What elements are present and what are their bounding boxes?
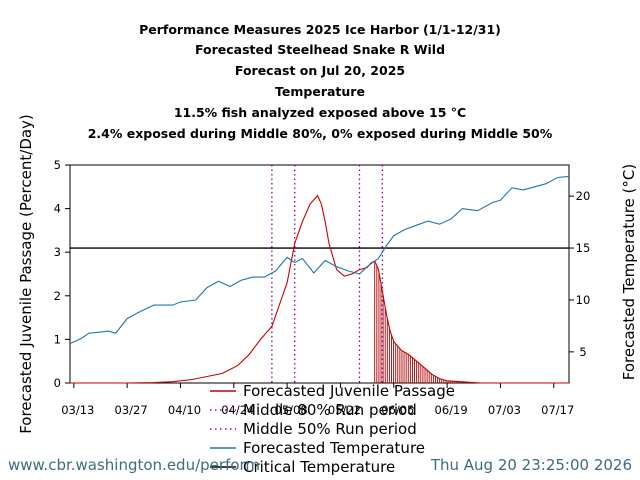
plot-frame [69,164,570,384]
chart-subtitle-middle-exposure: 2.4% exposed during Middle 80%, 0% expos… [87,126,553,141]
x-tick-label: 06/05 [381,403,414,417]
chart-subtitle-measure: Temperature [275,84,365,99]
y-axis-label: Forecasted Juvenile Passage (Percent/Day… [17,114,35,434]
footer-timestamp: Thu Aug 20 23:25:00 2026 [430,456,632,474]
x-tick-label: 04/10 [168,403,201,417]
passage-line [70,194,569,384]
x-tick-label: 07/17 [541,403,574,417]
y2-axis-label: Forecasted Temperature (°C) [620,164,638,380]
legend-temperature-label: Forecasted Temperature [243,439,425,457]
chart-subtitle-forecast-date: Forecast on Jul 20, 2025 [234,63,406,78]
legend-middle-80-label: Middle 80% Run period [243,401,417,419]
legend-passage-label: Forecasted Juvenile Passage [243,382,455,400]
chart-title: Performance Measures 2025 Ice Harbor (1/… [139,22,501,37]
y2-tick-label: 15 [576,241,591,255]
footer-url[interactable]: www.cbr.washington.edu/perform [8,456,261,474]
x-tick-label: 05/08 [275,403,308,417]
temperature-line [69,175,570,345]
x-tick-label: 03/13 [61,403,94,417]
x-tick-label: 07/03 [488,403,521,417]
y2-tick-label: 5 [579,345,586,359]
y-tick-label: 0 [54,376,61,390]
y-tick-label: 1 [54,332,61,346]
y2-tick-label: 10 [576,293,591,307]
legend-critical-temperature-label: Critical Temperature [243,458,395,476]
legend-middle-50-label: Middle 50% Run period [243,420,417,438]
chart-subtitle-species: Forecasted Steelhead Snake R Wild [194,42,446,57]
y-tick-label: 4 [54,202,61,216]
x-tick-label: 04/24 [221,403,254,417]
x-tick-label: 03/27 [115,403,148,417]
y2-tick-label: 20 [576,189,591,203]
y-tick-label: 5 [54,158,61,172]
y-tick-label: 2 [54,289,61,303]
y-tick-label: 3 [54,245,61,259]
chart-subtitle-exposure: 11.5% fish analyzed exposed above 15 °C [173,105,467,120]
x-tick-label: 05/22 [328,403,361,417]
x-tick-label: 06/19 [435,403,468,417]
